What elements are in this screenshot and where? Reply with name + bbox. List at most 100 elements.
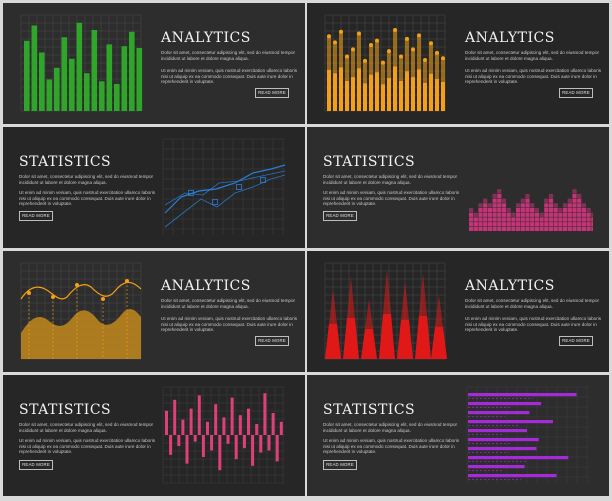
read-more-button[interactable]: READ MORE <box>255 336 289 346</box>
card-paragraph: Ut enim ad minim veniam, quis nostrud ex… <box>161 316 298 333</box>
card-paragraph: Dolor sit amet, consectetur adipiscing e… <box>161 50 296 61</box>
block <box>469 208 474 213</box>
block <box>492 217 497 222</box>
block <box>553 217 558 222</box>
bar <box>69 58 75 111</box>
block <box>492 212 497 217</box>
bar <box>46 79 53 111</box>
block <box>492 193 497 199</box>
read-more-button[interactable]: READ MORE <box>19 211 53 221</box>
block <box>586 212 591 217</box>
card-title: ANALYTICS <box>465 278 555 294</box>
card-paragraph: Ut enim ad minim veniam, quis nostrud ex… <box>323 438 460 455</box>
block <box>483 208 488 213</box>
block <box>567 222 572 227</box>
block <box>591 217 593 222</box>
read-more-button[interactable]: READ MORE <box>323 211 357 221</box>
read-more-button[interactable]: READ MORE <box>255 88 289 98</box>
block <box>572 193 577 199</box>
block <box>563 226 568 231</box>
read-more-button[interactable]: READ MORE <box>323 460 357 470</box>
series-line <box>164 164 286 214</box>
block <box>572 198 577 203</box>
card-paragraph: Dolor sit amet, consectetur adipiscing e… <box>465 298 600 309</box>
block <box>530 208 535 213</box>
block <box>469 226 474 231</box>
bar <box>201 435 205 457</box>
bar <box>169 435 173 455</box>
card-paragraph: Dolor sit amet, consectetur adipiscing e… <box>19 422 154 433</box>
block <box>577 226 582 231</box>
block <box>487 212 492 217</box>
pink-block-chart <box>469 189 593 231</box>
block <box>548 193 554 199</box>
bar <box>267 435 271 451</box>
orange-bar-chart <box>324 14 446 112</box>
data-point <box>345 54 349 59</box>
block <box>548 226 554 231</box>
bar <box>185 435 189 464</box>
bar <box>106 44 113 111</box>
data-point <box>387 49 391 54</box>
block <box>534 217 539 222</box>
block <box>544 226 549 231</box>
data-point <box>411 47 415 52</box>
card-statistics-rose: STATISTICS Dolor sit amet, consectetur a… <box>3 375 305 496</box>
block <box>501 226 507 231</box>
block <box>548 203 554 208</box>
block <box>563 212 568 217</box>
block <box>530 222 535 227</box>
block <box>577 193 582 199</box>
data-point <box>399 54 403 59</box>
bar <box>468 420 553 424</box>
read-more-button[interactable]: READ MORE <box>559 336 593 346</box>
block <box>577 208 582 213</box>
block <box>548 208 554 213</box>
bar <box>31 25 38 111</box>
series-line <box>164 170 286 206</box>
block <box>501 203 507 208</box>
marker <box>236 184 242 190</box>
block <box>591 212 593 217</box>
bar <box>429 73 433 111</box>
blue-line-chart <box>162 138 286 235</box>
block <box>581 226 586 231</box>
block <box>520 208 525 213</box>
bar <box>121 46 128 112</box>
data-point <box>363 58 367 63</box>
block <box>577 217 582 222</box>
block <box>539 217 544 222</box>
bar <box>468 411 530 415</box>
block <box>548 217 554 222</box>
block <box>572 217 577 222</box>
bar <box>468 447 537 451</box>
read-more-button[interactable]: READ MORE <box>19 460 53 470</box>
data-point <box>351 47 355 52</box>
block <box>501 222 507 227</box>
block <box>530 217 535 222</box>
block <box>572 208 577 213</box>
block <box>483 203 488 208</box>
block <box>497 208 502 213</box>
block <box>492 226 497 231</box>
block <box>492 222 497 227</box>
bar <box>129 31 135 111</box>
block <box>572 222 577 227</box>
block <box>558 212 563 217</box>
block <box>501 217 507 222</box>
bar <box>234 435 238 460</box>
block <box>544 203 549 208</box>
block <box>516 203 521 208</box>
block <box>520 226 525 231</box>
block <box>548 222 554 227</box>
card-statistics-purple: STATISTICS Dolor sit amet, consectetur a… <box>307 375 609 496</box>
block <box>553 222 558 227</box>
data-point <box>441 56 445 61</box>
block <box>563 208 568 213</box>
block <box>520 217 525 222</box>
marker <box>260 177 266 183</box>
data-point <box>27 291 31 295</box>
read-more-button[interactable]: READ MORE <box>559 88 593 98</box>
block <box>567 208 572 213</box>
